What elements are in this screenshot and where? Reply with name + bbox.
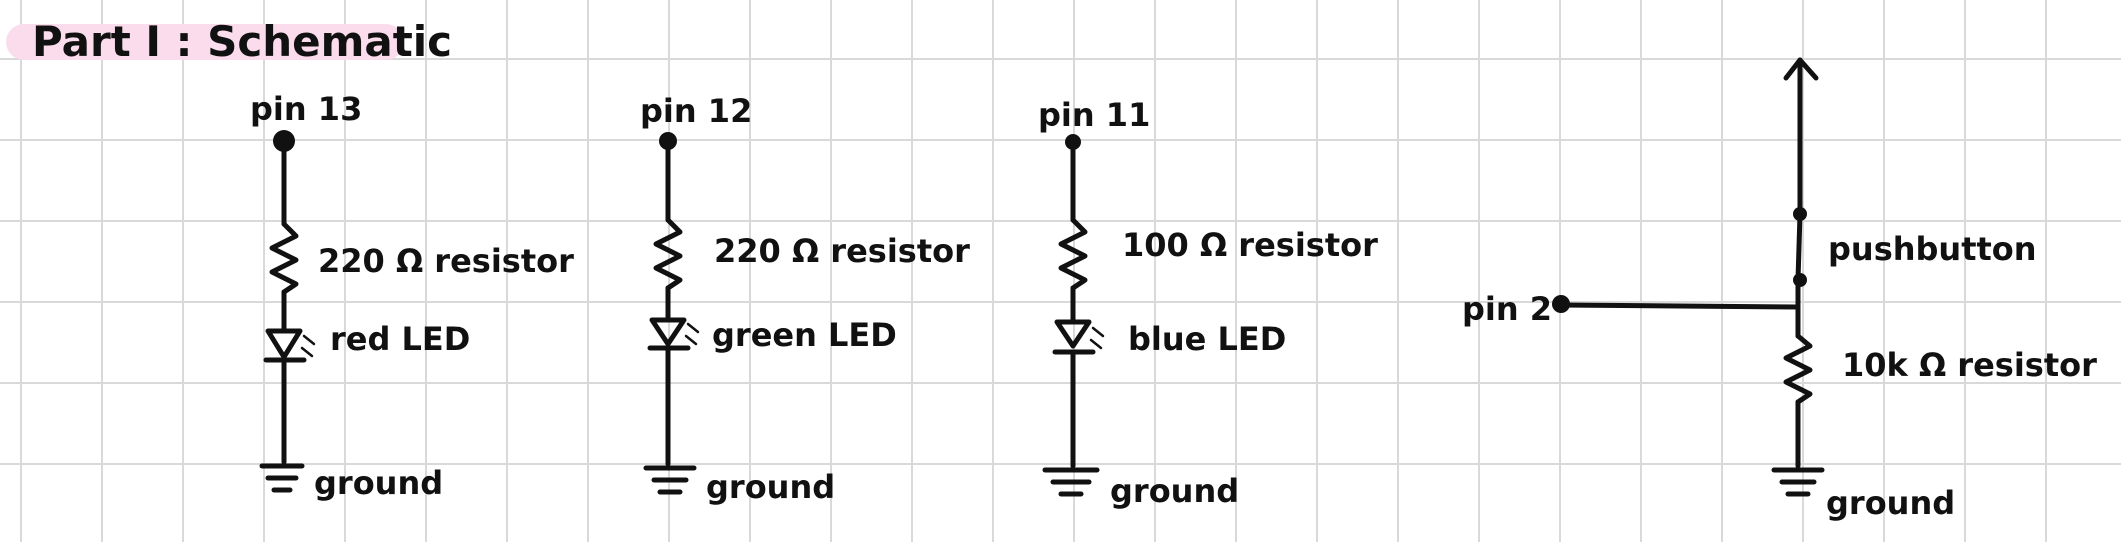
resistor-label: 10k Ω resistor bbox=[1842, 346, 2097, 384]
led-label: blue LED bbox=[1128, 320, 1286, 358]
light-arrow bbox=[1089, 338, 1103, 350]
supply-arrow-icon bbox=[1783, 57, 1819, 81]
wire bbox=[1558, 302, 1801, 310]
led-circuit-pin11: pin 11 100 Ω resistor blue LED ground bbox=[1038, 96, 1378, 510]
ground-label: ground bbox=[1826, 484, 1955, 522]
ground-label: ground bbox=[314, 464, 443, 502]
light-arrow bbox=[684, 334, 698, 346]
led-symbol bbox=[649, 317, 687, 347]
resistor-label: 220 Ω resistor bbox=[714, 232, 970, 270]
resistor-label: 220 Ω resistor bbox=[318, 242, 574, 280]
led-symbol bbox=[1054, 319, 1092, 349]
light-arrow bbox=[300, 346, 314, 358]
led-circuit-pin12: pin 12 220 Ω resistor green LED ground bbox=[640, 92, 970, 506]
pushbutton-label: pushbutton bbox=[1828, 230, 2037, 268]
led-symbol bbox=[265, 328, 303, 360]
pushbutton-circuit: pushbutton pin 2 10k Ω resistor ground bbox=[1462, 57, 2097, 522]
ground-label: ground bbox=[706, 468, 835, 506]
led-label: green LED bbox=[712, 316, 897, 354]
resistor-symbol bbox=[1058, 217, 1088, 291]
pin-label: pin 13 bbox=[250, 90, 362, 128]
resistor-symbol bbox=[1783, 333, 1813, 405]
led-label: red LED bbox=[330, 320, 470, 358]
title-highlight bbox=[6, 24, 404, 60]
ground-label: ground bbox=[1110, 472, 1239, 510]
light-arrow bbox=[686, 322, 700, 334]
pin-label: pin 11 bbox=[1038, 96, 1150, 134]
pin-label: pin 2 bbox=[1462, 290, 1552, 328]
led-circuit-pin13: pin 13 220 Ω resistor red LED ground bbox=[250, 90, 574, 502]
light-arrow bbox=[302, 334, 316, 346]
switch-lever bbox=[1795, 211, 1803, 283]
resistor-label: 100 Ω resistor bbox=[1122, 226, 1378, 264]
page-title: Part I : Schematic bbox=[32, 17, 452, 66]
resistor-symbol bbox=[653, 217, 683, 291]
light-arrow bbox=[1091, 326, 1105, 338]
pin-label: pin 12 bbox=[640, 92, 752, 130]
resistor-symbol bbox=[269, 221, 299, 295]
